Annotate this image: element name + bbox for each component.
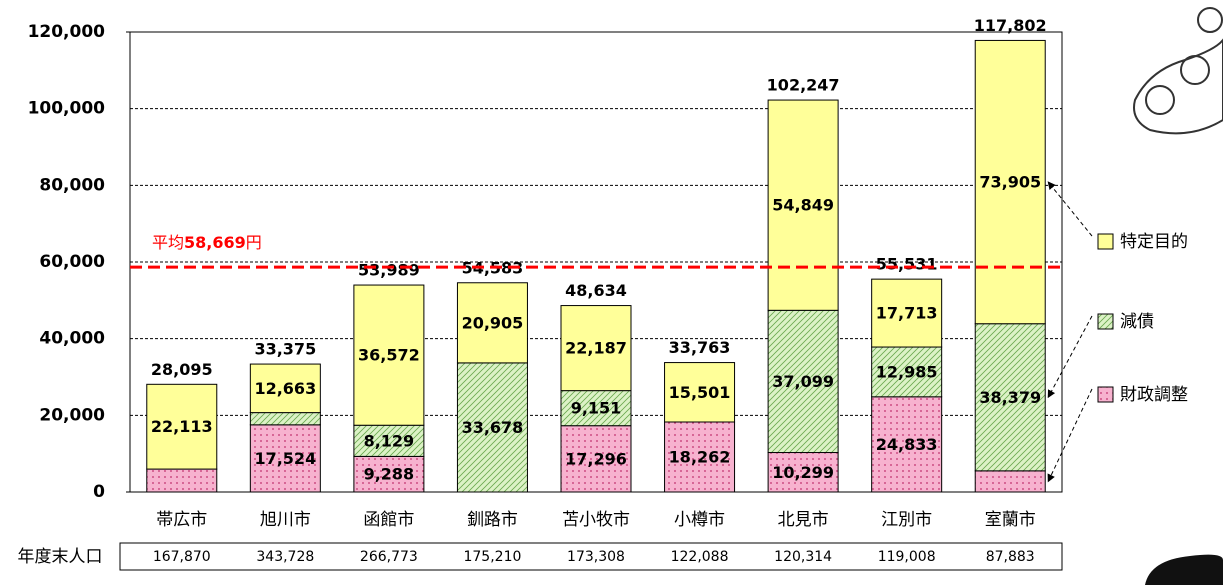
- segment-label: 17,524: [254, 449, 316, 468]
- y-tick-label: 40,000: [39, 329, 105, 349]
- bar-segment: [975, 471, 1045, 492]
- segment-label: 22,187: [565, 339, 627, 358]
- x-tick-label: 江別市: [881, 510, 932, 530]
- population-value: 120,314: [774, 549, 832, 565]
- legend-label: 減債: [1120, 312, 1154, 332]
- legend-label: 特定目的: [1120, 232, 1188, 252]
- segment-label: 20,905: [462, 313, 524, 332]
- segment-label: 73,905: [979, 173, 1041, 192]
- segment-label: 9,288: [364, 465, 415, 484]
- x-tick-label: 北見市: [778, 510, 829, 530]
- population-value: 122,088: [671, 549, 729, 565]
- segment-label: 22,113: [151, 417, 213, 436]
- segment-label: 17,713: [876, 304, 938, 323]
- legend-arrow: [1048, 389, 1092, 481]
- y-tick-label: 0: [93, 482, 105, 502]
- total-label: 102,247: [767, 76, 840, 95]
- segment-label: 15,501: [669, 383, 731, 402]
- segment-label: 36,572: [358, 346, 420, 365]
- average-suffix: 円: [246, 233, 262, 252]
- legend-swatch: [1098, 234, 1113, 249]
- legend-swatch: [1098, 314, 1113, 329]
- x-tick-label: 函館市: [363, 510, 414, 530]
- x-tick-label: 帯広市: [156, 510, 207, 530]
- total-label: 53,989: [358, 261, 420, 280]
- y-tick-label: 20,000: [39, 405, 105, 425]
- y-tick-label: 80,000: [39, 175, 105, 195]
- segment-label: 12,663: [254, 379, 316, 398]
- segment-label: 12,985: [876, 362, 938, 381]
- population-value: 266,773: [360, 549, 418, 565]
- x-tick-label: 室蘭市: [985, 510, 1036, 530]
- total-label: 33,375: [254, 340, 316, 359]
- segment-label: 10,299: [772, 463, 834, 482]
- legend-label: 財政調整: [1120, 385, 1188, 405]
- legend-arrow: [1048, 316, 1092, 397]
- segment-label: 33,678: [462, 418, 524, 437]
- x-tick-label: 苫小牧市: [562, 510, 630, 530]
- population-value: 343,728: [256, 549, 314, 565]
- bar-segment: [147, 469, 217, 492]
- population-value: 173,308: [567, 549, 625, 565]
- total-label: 28,095: [151, 360, 213, 379]
- total-label: 48,634: [565, 281, 627, 300]
- x-tick-label: 旭川市: [260, 510, 311, 530]
- decor-blob: [1145, 555, 1223, 585]
- average-label: 平均58,669円: [152, 233, 262, 252]
- segment-label: 54,849: [772, 196, 834, 215]
- y-tick-label: 60,000: [39, 252, 105, 272]
- segment-label: 17,296: [565, 449, 627, 468]
- population-value: 119,008: [878, 549, 936, 565]
- average-label: 58,669: [184, 233, 246, 252]
- total-label: 117,802: [974, 16, 1047, 35]
- y-tick-label: 100,000: [28, 99, 106, 119]
- average-prefix: 平均: [152, 233, 184, 252]
- segment-label: 24,833: [876, 435, 938, 454]
- bar-segment: [250, 413, 320, 425]
- chart: 年度末人口 0 20,000 40,000 60,000 80,000 100,000 12…: [0, 0, 1223, 585]
- segment-label: 37,099: [772, 372, 834, 391]
- segment-label: 18,262: [669, 447, 731, 466]
- population-title: 年度末人口: [18, 547, 103, 567]
- total-label: 33,763: [669, 338, 731, 357]
- population-value: 167,870: [153, 549, 211, 565]
- population-value: 175,210: [463, 549, 521, 565]
- y-tick-label: 120,000: [28, 22, 106, 42]
- legend-swatch: [1098, 387, 1113, 402]
- x-tick-label: 小樽市: [674, 510, 725, 530]
- population-value: 87,883: [986, 549, 1035, 565]
- mascot: [1134, 8, 1223, 133]
- x-tick-label: 釧路市: [467, 510, 518, 530]
- segment-label: 38,379: [979, 388, 1041, 407]
- segment-label: 9,151: [571, 399, 622, 418]
- segment-label: 8,129: [364, 431, 415, 450]
- total-label: 55,531: [876, 255, 938, 274]
- legend-arrow: [1048, 182, 1092, 236]
